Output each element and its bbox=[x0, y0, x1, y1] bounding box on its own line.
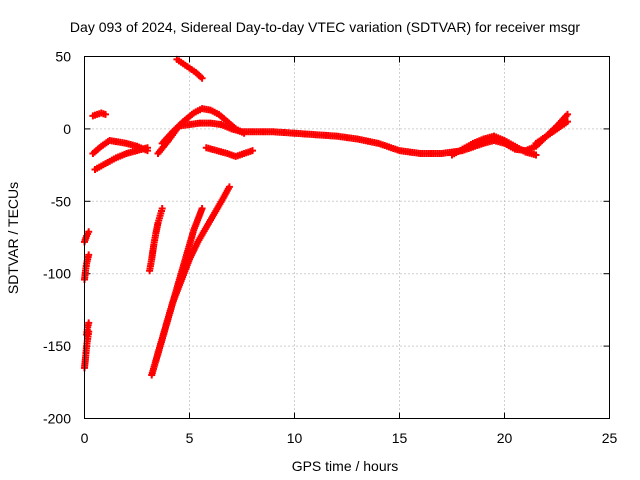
y-axis-label: SDTVAR / TECUs bbox=[5, 182, 21, 294]
data-point bbox=[249, 147, 256, 155]
data-point bbox=[564, 118, 571, 126]
axis-ticks bbox=[84, 56, 610, 419]
plot-frame bbox=[84, 56, 610, 419]
data-point bbox=[240, 129, 248, 137]
series-arc-short-3h bbox=[146, 205, 166, 275]
series-arc-t0-c bbox=[81, 228, 93, 246]
x-tick-label: 0 bbox=[81, 430, 89, 446]
data-point bbox=[85, 319, 93, 327]
data-points bbox=[81, 55, 571, 379]
x-axis-label: GPS time / hours bbox=[292, 458, 399, 474]
y-tick-label: -100 bbox=[43, 266, 71, 282]
data-point bbox=[144, 144, 151, 152]
data-point bbox=[85, 251, 93, 259]
data-point bbox=[102, 110, 109, 118]
y-tick-labels: -200 -150 -100 -50 0 50 bbox=[43, 49, 71, 427]
series-arc-upper bbox=[158, 105, 248, 147]
y-tick-label: -150 bbox=[43, 338, 71, 354]
series-arc-lower-mid bbox=[202, 144, 256, 160]
series-arc-late-rise bbox=[532, 110, 571, 147]
grid-lines bbox=[84, 56, 610, 419]
x-tick-label: 20 bbox=[497, 430, 513, 446]
y-tick-label: 50 bbox=[55, 49, 71, 65]
chart-title: Day 093 of 2024, Sidereal Day-to-day VTE… bbox=[70, 19, 580, 35]
series-arc-late-low bbox=[448, 132, 540, 159]
x-tick-labels: 0 5 10 15 20 25 bbox=[81, 430, 618, 446]
y-tick-label: 0 bbox=[63, 121, 71, 137]
series-arc-early-low bbox=[91, 144, 151, 173]
series-arc-steep-2 bbox=[152, 183, 233, 365]
series-arc-t0-a bbox=[81, 251, 93, 283]
series-arc-steep-3 bbox=[173, 55, 206, 82]
series-arc-top-short bbox=[89, 109, 109, 120]
series-arc-early bbox=[89, 136, 151, 158]
data-point bbox=[564, 110, 571, 118]
x-tick-label: 5 bbox=[186, 430, 194, 446]
data-point bbox=[85, 228, 93, 236]
y-tick-label: -50 bbox=[51, 193, 71, 209]
data-point bbox=[158, 205, 166, 213]
data-point bbox=[198, 205, 206, 213]
data-point bbox=[225, 183, 233, 191]
data-point bbox=[532, 151, 540, 159]
data-point bbox=[198, 74, 206, 82]
x-tick-label: 25 bbox=[602, 430, 618, 446]
x-tick-label: 10 bbox=[287, 430, 303, 446]
x-tick-label: 15 bbox=[392, 430, 408, 446]
y-tick-label: -200 bbox=[43, 411, 71, 427]
